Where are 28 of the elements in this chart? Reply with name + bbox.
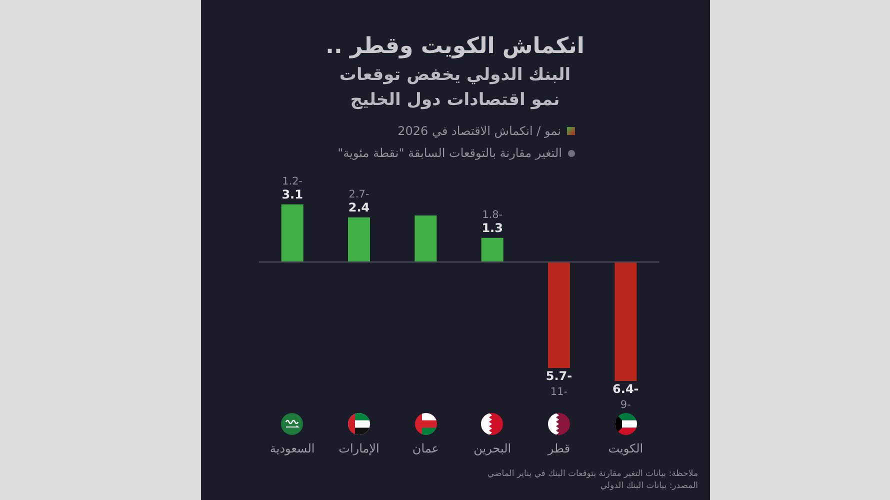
bar (281, 204, 304, 262)
bar (348, 217, 370, 262)
data-label: -6.4 (612, 382, 639, 396)
x-tick-label: السعودية (270, 442, 315, 456)
annotation: -11 (550, 386, 568, 398)
annotation: -9 (620, 399, 632, 412)
text: المصدر: بيانات البنك الدولي (599, 480, 698, 492)
x-tick-label: الكويت (608, 442, 644, 456)
x-tick-label: عمان (412, 442, 439, 456)
data-label: 1.3 (482, 220, 503, 235)
text: التغير مقارنة بالتوقعات السابقة "نقطة مئوية" (338, 146, 562, 160)
chart-subtitle: البنك الدولي يخفض توقعات نمو اقتصادات دول الخليج (338, 64, 572, 112)
annotation: -1.2 (282, 175, 303, 188)
legend-label: نمو / انكماش الاقتصاد في 2026 (398, 124, 561, 138)
bar (481, 238, 504, 262)
text: ملاحظة: بيانات التغير مقارنة بتوقعات البنك في يناير الماضي (487, 468, 698, 480)
x-tick-label: الإمارات (338, 442, 380, 456)
x-tick-label: قطر (546, 442, 570, 456)
bar (614, 262, 637, 382)
data-label: 2.4 (348, 200, 370, 214)
data-label: -5.7 (546, 369, 572, 384)
bar (414, 216, 437, 262)
data-label: 3.1 (282, 187, 303, 202)
annotation: -1.8 (482, 208, 503, 221)
bar (548, 262, 570, 368)
annotation: -2.7 (348, 188, 370, 200)
chart-title: انكماش الكويت وقطر .. (324, 33, 586, 61)
x-tick-label: البحرين (474, 442, 512, 456)
